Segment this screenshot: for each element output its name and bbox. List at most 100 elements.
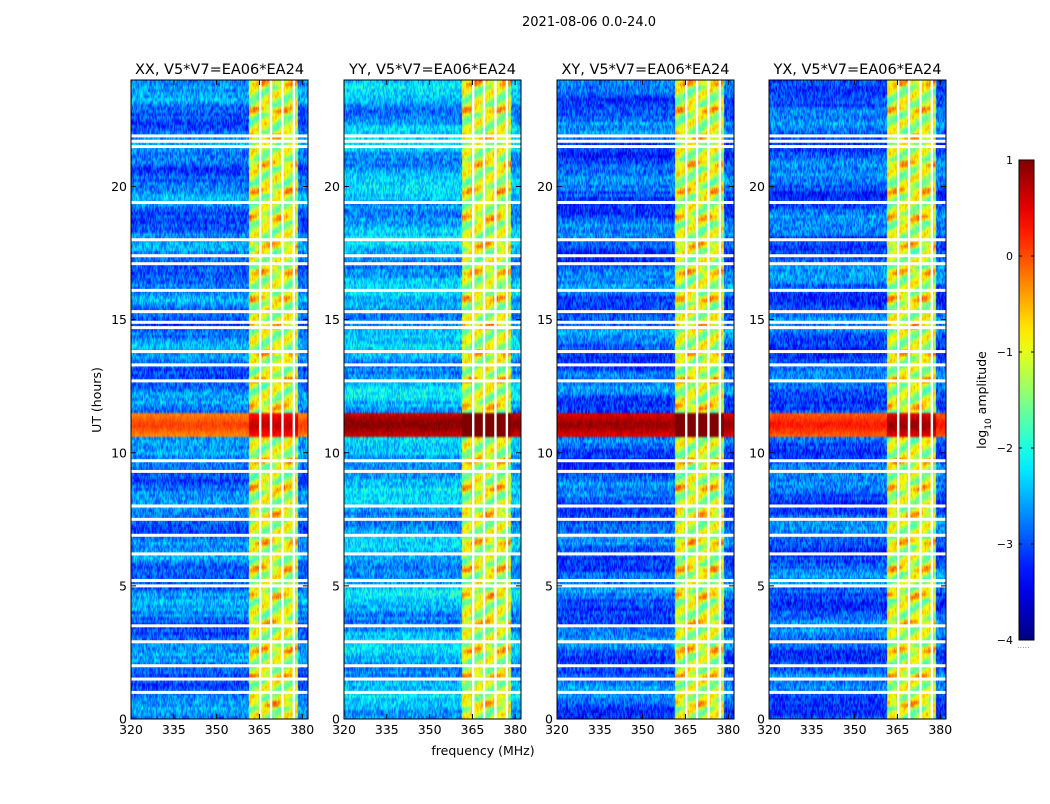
flagged-row — [557, 504, 734, 508]
flagged-row — [769, 134, 946, 138]
flagged-row — [344, 379, 521, 383]
flagged-row — [131, 350, 308, 354]
flagged-row — [344, 469, 521, 473]
flagged-row — [344, 200, 521, 204]
panel-xy: XY, V5*V7=EA06*EA24 320 335 350 365 380 0 5 10 15… — [537, 62, 740, 737]
panel-yy: YY, V5*V7=EA06*EA24 320 335 350 365 380 0 5 10 15… — [324, 62, 527, 737]
x-tick-label: 350 — [205, 722, 229, 737]
y-tick-label: 5 — [757, 578, 765, 593]
flagged-row — [769, 624, 946, 628]
flagged-row — [131, 664, 308, 668]
flagged-row — [344, 640, 521, 644]
flagged-row — [769, 533, 946, 537]
flagged-row — [769, 326, 946, 330]
flagged-row — [769, 504, 946, 508]
flagged-row — [769, 517, 946, 521]
panel-frame — [768, 79, 947, 720]
flagged-row — [769, 350, 946, 354]
flagged-row — [769, 363, 946, 367]
x-tick-label: 335 — [588, 722, 612, 737]
flagged-row — [769, 238, 946, 242]
y-tick-label: 10 — [749, 445, 765, 460]
subband-gap — [930, 80, 934, 719]
flagged-row — [131, 363, 308, 367]
flagged-row — [344, 579, 521, 583]
flagged-row — [557, 350, 734, 354]
y-tick-label: 20 — [111, 179, 127, 194]
flagged-row — [344, 145, 521, 149]
flagged-row — [131, 379, 308, 383]
colorbar-tick-label: −3 — [997, 538, 1013, 551]
y-tick-label: 10 — [111, 445, 127, 460]
flagged-row — [557, 533, 734, 537]
flagged-row — [769, 288, 946, 292]
flagged-row — [344, 552, 521, 556]
flagged-row — [557, 200, 734, 204]
colorbar-gradient — [1018, 159, 1035, 641]
flagged-row — [557, 640, 734, 644]
flagged-row — [769, 664, 946, 668]
flagged-row — [557, 579, 734, 583]
flagged-row — [344, 363, 521, 367]
y-tick-label: 5 — [119, 578, 127, 593]
x-tick-label: 320 — [119, 722, 143, 737]
x-tick-label: 380 — [928, 722, 952, 737]
x-tick-label: 350 — [843, 722, 867, 737]
flagged-row — [769, 310, 946, 314]
flagged-row — [557, 677, 734, 681]
flagged-row — [557, 145, 734, 149]
colorbar-footer: ..... — [1017, 641, 1030, 650]
colorbar: 1 0 −1 −2 −3 −4 log10 amplitude..... — [974, 154, 1035, 650]
flagged-row — [769, 690, 946, 694]
x-tick-label: 365 — [248, 722, 272, 737]
panel-title: YY, V5*V7=EA06*EA24 — [348, 62, 516, 78]
flagged-row — [769, 579, 946, 583]
subband-gap — [494, 80, 497, 719]
y-tick-label: 0 — [332, 712, 340, 727]
chart-title: 2021-08-06 0.0-24.0 — [522, 15, 656, 30]
colorbar-tick-label: −1 — [997, 346, 1013, 359]
flagged-row — [769, 677, 946, 681]
flagged-row — [131, 145, 308, 149]
flagged-row — [344, 504, 521, 508]
flagged-row — [131, 517, 308, 521]
flagged-row — [344, 262, 521, 266]
flagged-row — [131, 139, 308, 143]
flagged-row — [769, 584, 946, 588]
subband-gap — [258, 80, 262, 719]
flagged-row — [769, 640, 946, 644]
y-tick-label: 0 — [545, 712, 553, 727]
flagged-row — [557, 379, 734, 383]
subband-gap — [482, 80, 486, 719]
flagged-row — [131, 238, 308, 242]
y-tick-label: 15 — [111, 312, 127, 327]
subband-gap — [281, 80, 284, 719]
subband-gap — [695, 80, 699, 719]
flagged-row — [131, 504, 308, 508]
flagged-row — [344, 288, 521, 292]
flagged-row — [557, 624, 734, 628]
flagged-row — [131, 624, 308, 628]
colorbar-tick-label: 0 — [1006, 250, 1013, 263]
flagged-row — [557, 139, 734, 143]
flagged-row — [769, 320, 946, 324]
subband-gap — [718, 80, 722, 719]
colorbar-label: log10 amplitude — [974, 351, 994, 449]
heatmap-image — [131, 80, 308, 719]
flagged-row — [344, 690, 521, 694]
panel-frame — [343, 79, 522, 720]
colorbar-tick-label: −4 — [997, 634, 1013, 647]
y-tick-label: 5 — [545, 578, 553, 593]
flagged-row — [557, 310, 734, 314]
subband-gap — [471, 80, 475, 719]
flagged-row — [557, 288, 734, 292]
flagged-row — [131, 552, 308, 556]
panel-frame — [556, 79, 735, 720]
flagged-row — [557, 469, 734, 473]
flagged-row — [131, 134, 308, 138]
y-tick-label: 20 — [324, 179, 340, 194]
subband-gap — [292, 80, 296, 719]
flagged-row — [344, 350, 521, 354]
